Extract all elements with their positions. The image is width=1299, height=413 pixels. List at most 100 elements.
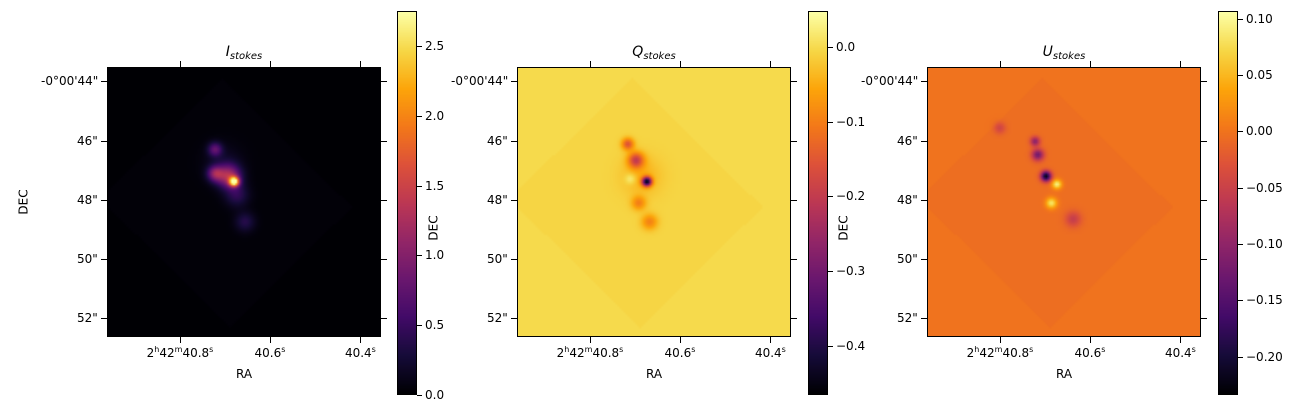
- x-tick-mark: [1090, 61, 1092, 67]
- panel-title: Ustokes: [1042, 44, 1086, 62]
- y-tick-mark: [1201, 81, 1207, 83]
- colorbar-tick-label: 0.10: [1246, 11, 1273, 26]
- x-tick-mark: [590, 61, 592, 67]
- colorbar-tick-mark: [417, 185, 422, 187]
- y-tick-label: -0°00'44": [861, 74, 919, 89]
- panel-title: Qstokes: [632, 44, 676, 62]
- colorbar-tick-label: 1.5: [425, 178, 445, 193]
- y-tick-label: 52": [487, 311, 508, 326]
- y-tick-label: 52": [897, 311, 918, 326]
- x-tick-mark: [360, 337, 362, 343]
- y-tick-mark: [921, 258, 927, 260]
- y-tick-mark: [381, 140, 387, 142]
- x-tick-mark: [360, 61, 362, 67]
- x-axis-label: RA: [1055, 367, 1073, 381]
- y-tick-mark: [921, 318, 927, 320]
- x-tick-label: 40.6s: [254, 345, 286, 361]
- heatmap-image: [108, 68, 380, 336]
- y-tick-label: -0°00'44": [451, 74, 509, 89]
- colorbar-tick-label: −0.1: [836, 114, 866, 129]
- colorbar-tick-label: 0.0: [836, 39, 856, 54]
- heatmap-image: [928, 68, 1200, 336]
- y-tick-mark: [511, 318, 517, 320]
- colorbar-gradient: [809, 12, 827, 394]
- colorbar-tick-label: −0.05: [1246, 180, 1283, 195]
- colorbar-tick-label: 0.5: [425, 318, 445, 333]
- y-axis-label: DEC: [16, 189, 31, 215]
- y-tick-mark: [921, 199, 927, 201]
- y-tick-mark: [1201, 140, 1207, 142]
- x-tick-label: 40.6s: [664, 345, 696, 361]
- panel-title: Istokes: [225, 44, 263, 62]
- y-tick-label: 48": [897, 192, 918, 207]
- y-tick-mark: [381, 318, 387, 320]
- x-tick-mark: [590, 337, 592, 343]
- x-tick-mark: [770, 61, 772, 67]
- colorbar-tick-mark: [417, 325, 422, 327]
- heatmap-image: [518, 68, 790, 336]
- colorbar: [397, 11, 417, 395]
- colorbar-tick-label: −0.4: [836, 338, 866, 353]
- x-tick-mark: [270, 61, 272, 67]
- y-tick-mark: [511, 258, 517, 260]
- colorbar-tick-label: 0.0: [425, 388, 445, 402]
- y-tick-mark: [101, 81, 107, 83]
- colorbar-tick-mark: [1238, 131, 1243, 133]
- y-tick-mark: [511, 199, 517, 201]
- x-tick-mark: [1000, 337, 1002, 343]
- x-tick-label: 40.4s: [754, 345, 786, 361]
- colorbar-tick-mark: [417, 255, 422, 257]
- y-tick-mark: [511, 140, 517, 142]
- colorbar-tick-mark: [1238, 75, 1243, 77]
- y-tick-mark: [791, 199, 797, 201]
- colorbar-tick-label: 1.0: [425, 248, 445, 263]
- y-tick-mark: [791, 140, 797, 142]
- x-tick-mark: [680, 61, 682, 67]
- y-tick-mark: [921, 140, 927, 142]
- colorbar-tick-mark: [1238, 300, 1243, 302]
- colorbar: [808, 11, 828, 395]
- colorbar-tick-mark: [417, 45, 422, 47]
- y-tick-label: 50": [487, 251, 508, 266]
- x-axis-label: RA: [235, 367, 253, 381]
- x-tick-label: 2h42m40.8s: [146, 345, 214, 361]
- colorbar-tick-label: 0.05: [1246, 68, 1273, 83]
- colorbar-tick-label: −0.15: [1246, 293, 1283, 308]
- heatmap-axes: [107, 67, 381, 337]
- x-axis-label: RA: [645, 367, 663, 381]
- x-tick-mark: [1180, 337, 1182, 343]
- x-tick-mark: [180, 61, 182, 67]
- x-tick-mark: [270, 337, 272, 343]
- y-tick-mark: [381, 199, 387, 201]
- y-tick-mark: [101, 140, 107, 142]
- y-tick-label: 48": [487, 192, 508, 207]
- y-tick-mark: [791, 258, 797, 260]
- x-tick-label: 40.6s: [1074, 345, 1106, 361]
- colorbar-tick-mark: [828, 345, 833, 347]
- y-tick-label: 48": [77, 192, 98, 207]
- colorbar-tick-mark: [828, 46, 833, 48]
- x-tick-mark: [180, 337, 182, 343]
- colorbar-tick-label: −0.2: [836, 189, 866, 204]
- y-tick-label: -0°00'44": [41, 74, 99, 89]
- y-axis-label: DEC: [836, 215, 851, 241]
- y-tick-label: 52": [77, 311, 98, 326]
- y-tick-mark: [381, 81, 387, 83]
- colorbar-tick-mark: [828, 121, 833, 123]
- colorbar-tick-label: 2.5: [425, 38, 445, 53]
- colorbar-tick-mark: [1238, 244, 1243, 246]
- colorbar-tick-mark: [417, 395, 422, 396]
- y-tick-mark: [791, 318, 797, 320]
- x-tick-mark: [680, 337, 682, 343]
- y-tick-mark: [101, 258, 107, 260]
- colorbar-tick-mark: [1238, 18, 1243, 20]
- x-tick-label: 40.4s: [1164, 345, 1196, 361]
- x-tick-mark: [1000, 61, 1002, 67]
- y-tick-mark: [791, 81, 797, 83]
- colorbar-tick-mark: [417, 115, 422, 117]
- colorbar-tick-mark: [1238, 356, 1243, 358]
- heatmap-axes: [927, 67, 1201, 337]
- y-tick-label: 46": [77, 133, 98, 148]
- colorbar-tick-mark: [828, 270, 833, 272]
- x-tick-mark: [1180, 61, 1182, 67]
